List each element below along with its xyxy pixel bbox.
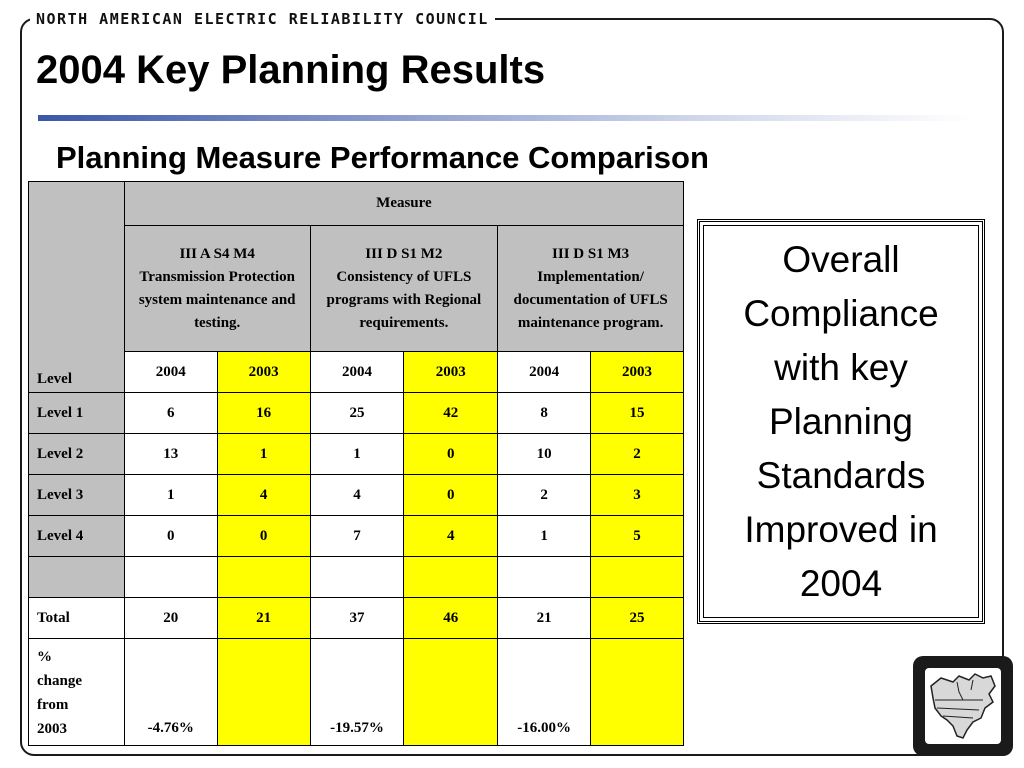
table-cell: 13 bbox=[123, 433, 218, 475]
measure-description: Transmission Protection system maintenan… bbox=[138, 268, 296, 331]
table-row: Level 4 0 0 7 4 1 5 bbox=[28, 515, 684, 557]
table-cell bbox=[590, 638, 684, 746]
slide-frame bbox=[20, 18, 1004, 756]
row-label: Level 2 bbox=[28, 433, 125, 475]
row-label-line: 2003 bbox=[37, 721, 67, 737]
year-header: 2003 bbox=[403, 351, 499, 393]
year-header: 2004 bbox=[123, 351, 218, 393]
table-row: Level 1 6 16 25 42 8 15 bbox=[28, 392, 684, 434]
table-cell: -4.76% bbox=[123, 638, 218, 746]
table-cell bbox=[403, 556, 499, 598]
table-cell: 25 bbox=[309, 392, 405, 434]
year-header: 2004 bbox=[497, 351, 592, 393]
table-cell: 25 bbox=[590, 597, 684, 639]
table-cell: -16.00% bbox=[497, 638, 592, 746]
org-header: NORTH AMERICAN ELECTRIC RELIABILITY COUN… bbox=[30, 8, 495, 30]
table-cell: 6 bbox=[123, 392, 218, 434]
nerc-north-america-map-icon bbox=[925, 668, 1001, 744]
year-header: 2004 bbox=[309, 351, 405, 393]
callout-text: Overall Compliance with key Planning Sta… bbox=[743, 238, 939, 604]
level-column-header: Level bbox=[28, 181, 125, 393]
table-cell: 15 bbox=[590, 392, 684, 434]
table-cell: 8 bbox=[497, 392, 592, 434]
table-cell bbox=[497, 556, 592, 598]
row-label: Total bbox=[28, 597, 125, 639]
table-cell: 4 bbox=[309, 474, 405, 516]
pct-change-row: % change from 2003 -4.76% -19.57% -16.00… bbox=[28, 638, 684, 746]
row-label bbox=[28, 556, 125, 598]
compliance-callout: Overall Compliance with key Planning Sta… bbox=[697, 219, 985, 624]
table-cell: 2 bbox=[497, 474, 592, 516]
table-cell: 0 bbox=[123, 515, 218, 557]
measure-header: Measure bbox=[123, 181, 685, 226]
table-cell: 4 bbox=[216, 474, 311, 516]
table-row-empty bbox=[28, 556, 684, 598]
measure-description: Implementation/ documentation of UFLS ma… bbox=[513, 268, 668, 331]
table-cell: 16 bbox=[216, 392, 311, 434]
table-cell: 42 bbox=[403, 392, 499, 434]
row-label: Level 4 bbox=[28, 515, 125, 557]
table-cell: 21 bbox=[216, 597, 311, 639]
table-cell: 1 bbox=[123, 474, 218, 516]
page-title: 2004 Key Planning Results bbox=[36, 48, 546, 92]
table-cell: 20 bbox=[123, 597, 218, 639]
table-cell: 0 bbox=[403, 474, 499, 516]
measure-code: III D S1 M3 bbox=[552, 245, 630, 262]
row-label: Level 1 bbox=[28, 392, 125, 434]
table-cell: 1 bbox=[309, 433, 405, 475]
table-cell: 5 bbox=[590, 515, 684, 557]
title-divider bbox=[38, 115, 973, 121]
table-cell: 7 bbox=[309, 515, 405, 557]
table-row: Level 2 13 1 1 0 10 2 bbox=[28, 433, 684, 475]
table-cell: 1 bbox=[497, 515, 592, 557]
measure-header-2: III D S1 M2 Consistency of UFLS programs… bbox=[309, 225, 499, 352]
measure-code: III A S4 M4 bbox=[179, 245, 255, 262]
table-cell: 4 bbox=[403, 515, 499, 557]
table-cell: 10 bbox=[497, 433, 592, 475]
table-cell bbox=[216, 556, 311, 598]
table-cell bbox=[590, 556, 684, 598]
table-cell: 46 bbox=[403, 597, 499, 639]
table-cell: 0 bbox=[403, 433, 499, 475]
total-row: Total 20 21 37 46 21 25 bbox=[28, 597, 684, 639]
row-label-line: from bbox=[37, 697, 69, 713]
table-cell: 21 bbox=[497, 597, 592, 639]
table-cell bbox=[403, 638, 499, 746]
year-header: 2003 bbox=[590, 351, 684, 393]
row-label: Level 3 bbox=[28, 474, 125, 516]
table-cell: 3 bbox=[590, 474, 684, 516]
measure-header-1: III A S4 M4 Transmission Protection syst… bbox=[123, 225, 311, 352]
row-label-line: % bbox=[37, 649, 52, 665]
performance-table: Level Measure III A S4 M4 Transmission P… bbox=[28, 181, 685, 746]
measure-header-3: III D S1 M3 Implementation/ documentatio… bbox=[497, 225, 684, 352]
year-header: 2003 bbox=[216, 351, 311, 393]
table-cell bbox=[123, 556, 218, 598]
table-cell: 0 bbox=[216, 515, 311, 557]
table-cell bbox=[216, 638, 311, 746]
table-cell: 37 bbox=[309, 597, 405, 639]
table-row: Level 3 1 4 4 0 2 3 bbox=[28, 474, 684, 516]
measure-code: III D S1 M2 bbox=[365, 245, 443, 262]
page-subtitle: Planning Measure Performance Comparison bbox=[56, 140, 709, 175]
row-label: % change from 2003 bbox=[28, 638, 125, 746]
table-cell: -19.57% bbox=[309, 638, 405, 746]
measure-description: Consistency of UFLS programs with Region… bbox=[326, 268, 482, 331]
table-cell: 2 bbox=[590, 433, 684, 475]
table-cell: 1 bbox=[216, 433, 311, 475]
nerc-logo bbox=[913, 656, 1013, 756]
row-label-line: change bbox=[37, 673, 82, 689]
table-cell bbox=[309, 556, 405, 598]
